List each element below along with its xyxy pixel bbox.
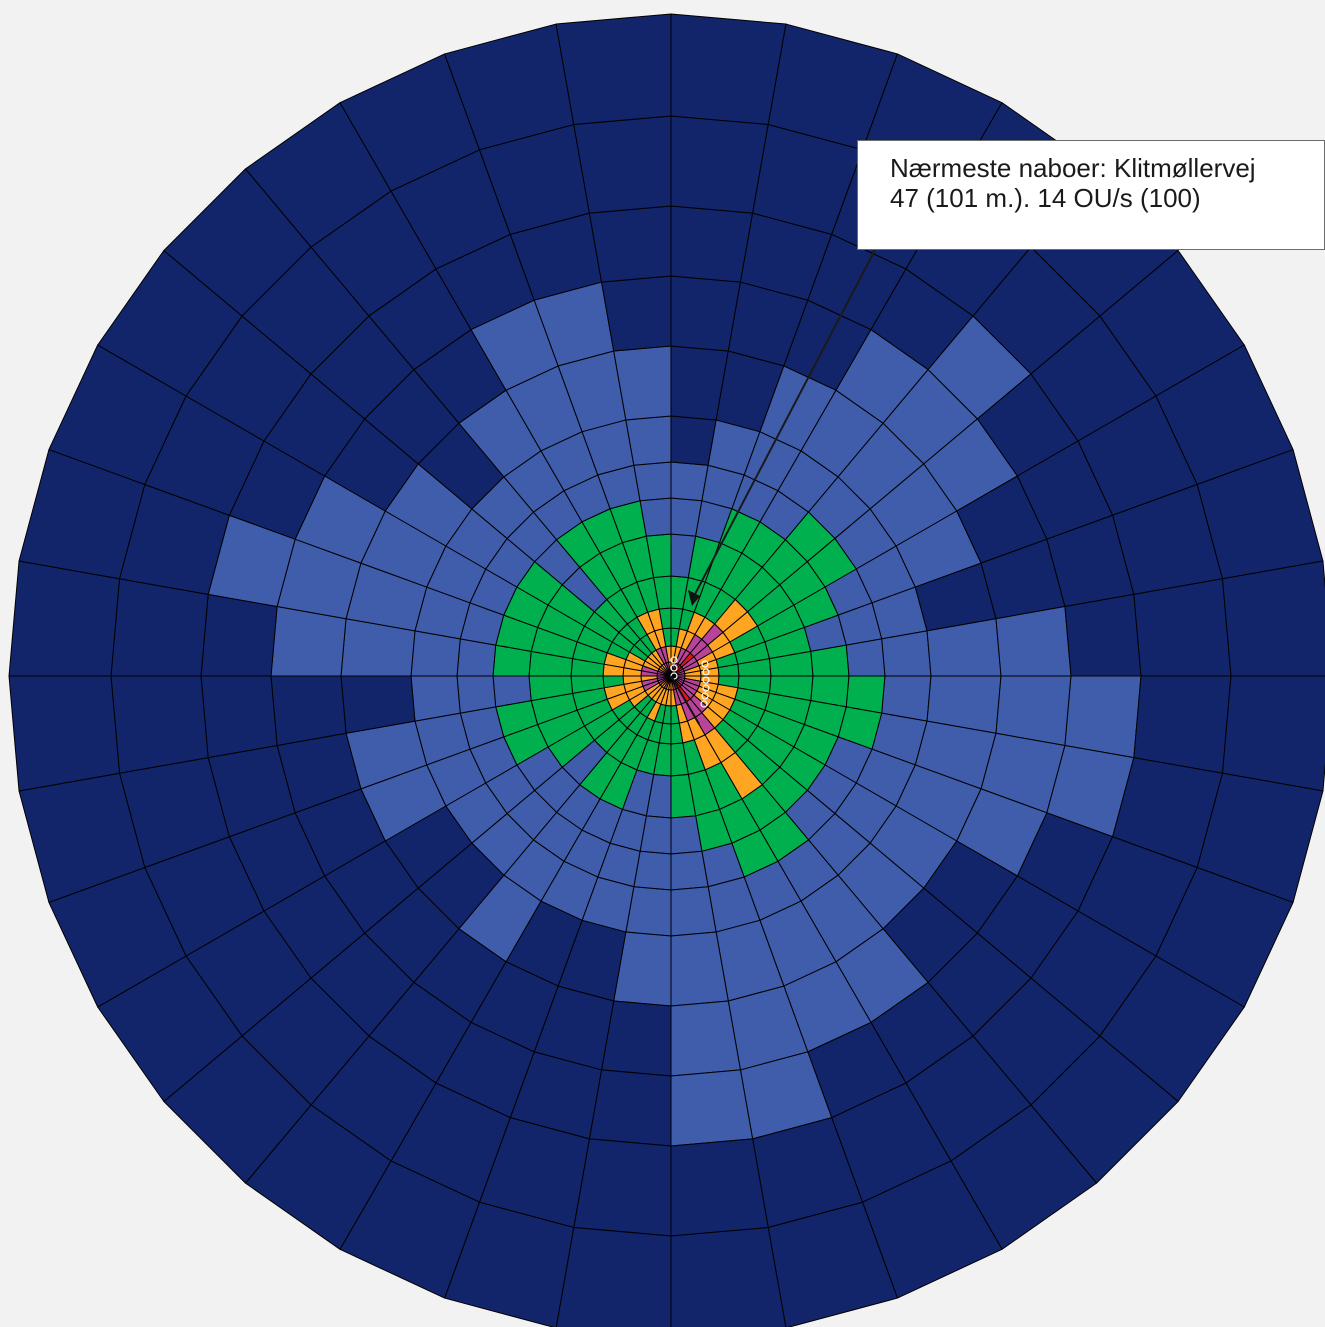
callout-line-2: 47 (101 m.). 14 OU/s (100) xyxy=(890,183,1201,213)
sector-cell xyxy=(1064,675,1142,759)
callout-line-1: Nærmeste naboer: Klitmøllervej xyxy=(890,153,1256,183)
sector-cell xyxy=(573,1138,672,1237)
sector-cell xyxy=(670,886,717,937)
sector-cell xyxy=(555,13,672,126)
sector-cell xyxy=(588,205,672,283)
sector-cell xyxy=(456,675,497,714)
neighbour-pointer xyxy=(688,249,876,606)
sector-cell xyxy=(8,675,121,792)
neighbour-marker xyxy=(688,590,700,606)
sector-cell xyxy=(633,461,672,502)
source-line xyxy=(670,675,700,725)
sector-cell xyxy=(670,1226,787,1327)
sector-cell xyxy=(110,578,209,677)
callout-leader-line xyxy=(692,249,876,599)
sector-cell xyxy=(1221,560,1325,677)
nearest-neighbour-callout: Nærmeste naboer: Klitmøllervej 47 (101 m… xyxy=(857,140,1325,250)
emission-sources xyxy=(670,656,710,725)
sector-cell xyxy=(601,275,672,352)
sector-cell xyxy=(670,115,769,214)
sector-cell xyxy=(670,1000,741,1077)
source-point xyxy=(702,676,710,684)
sector-cell xyxy=(555,1226,672,1327)
sector-cell xyxy=(670,850,709,891)
sector-cell xyxy=(995,606,1072,677)
sector-cell xyxy=(110,675,209,774)
source-point xyxy=(670,656,678,664)
source-point xyxy=(702,684,710,692)
sector-cell xyxy=(670,1138,769,1237)
sector-cell xyxy=(8,560,121,677)
sector-cell xyxy=(1133,675,1232,774)
sector-cells xyxy=(8,13,1325,1327)
sector-cell xyxy=(670,13,787,126)
sector-cell xyxy=(200,675,278,759)
sector-cell xyxy=(670,1069,754,1147)
source-point xyxy=(670,664,678,672)
sector-cell xyxy=(625,415,672,466)
source-point xyxy=(701,692,709,700)
sector-cell xyxy=(767,1201,898,1327)
sector-cell xyxy=(573,115,672,214)
sector-cell xyxy=(588,1069,672,1147)
sector-cell xyxy=(670,205,754,283)
sector-cell xyxy=(881,630,932,677)
sector-cell xyxy=(200,593,278,677)
sector-cell xyxy=(1133,578,1232,677)
source-point xyxy=(700,700,708,708)
sector-cell xyxy=(1221,675,1325,792)
sector-cell xyxy=(1064,593,1142,677)
source-point xyxy=(702,668,710,676)
sector-cell xyxy=(270,675,347,746)
sector-cell xyxy=(410,675,461,722)
sector-cell xyxy=(845,638,886,677)
source-point xyxy=(701,660,709,668)
